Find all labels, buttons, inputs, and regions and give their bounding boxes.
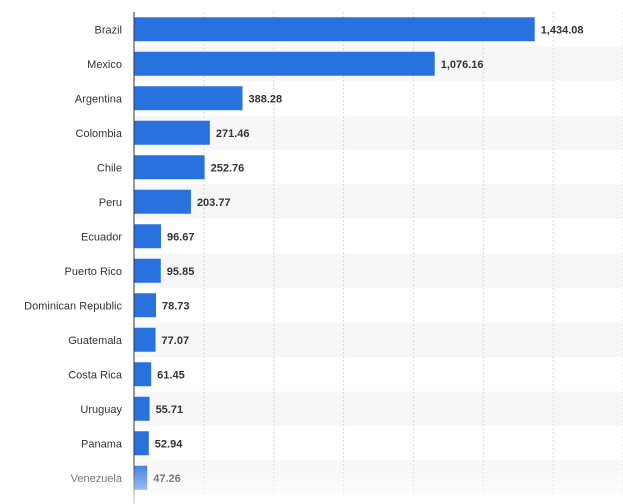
row-bands bbox=[134, 46, 623, 495]
category-labels: Brazil Mexico Argentina Colombia Chile Peru Ec… bbox=[24, 24, 123, 485]
category-label: Uruguay bbox=[80, 404, 122, 416]
category-label: Argentina bbox=[75, 93, 123, 105]
value-label: 47.26 bbox=[153, 473, 181, 485]
bar[interactable] bbox=[134, 17, 535, 42]
category-label: Costa Rica bbox=[68, 369, 123, 381]
category-label: Guatemala bbox=[68, 335, 123, 347]
row-band bbox=[134, 391, 623, 426]
category-label: Venezuela bbox=[71, 473, 123, 485]
bar[interactable] bbox=[134, 293, 156, 318]
row-band bbox=[134, 184, 623, 219]
bar[interactable] bbox=[134, 224, 162, 249]
category-label: Peru bbox=[99, 197, 122, 209]
category-label: Brazil bbox=[94, 24, 122, 36]
category-label: Puerto Rico bbox=[65, 266, 122, 278]
value-label: 1,434.08 bbox=[541, 24, 584, 36]
value-label: 55.71 bbox=[156, 404, 184, 416]
bar[interactable] bbox=[134, 258, 161, 283]
category-label: Chile bbox=[97, 162, 122, 174]
bar[interactable] bbox=[134, 327, 156, 352]
value-label: 252.76 bbox=[211, 162, 245, 174]
bar[interactable] bbox=[134, 362, 152, 387]
value-label: 52.94 bbox=[155, 438, 183, 450]
value-label: 95.85 bbox=[167, 266, 195, 278]
value-label: 61.45 bbox=[157, 369, 185, 381]
value-label: 77.07 bbox=[162, 335, 190, 347]
bar[interactable] bbox=[134, 396, 150, 421]
bar[interactable] bbox=[134, 51, 435, 76]
row-band bbox=[134, 322, 623, 357]
row-band bbox=[134, 460, 623, 495]
category-label: Dominican Republic bbox=[24, 300, 122, 312]
category-label: Ecuador bbox=[81, 231, 122, 243]
value-label: 78.73 bbox=[162, 300, 190, 312]
category-label: Mexico bbox=[87, 59, 122, 71]
category-label: Panama bbox=[81, 438, 123, 450]
value-label: 96.67 bbox=[167, 231, 195, 243]
value-label: 1,076.16 bbox=[441, 59, 484, 71]
category-label: Colombia bbox=[76, 128, 123, 140]
bars bbox=[134, 17, 535, 490]
value-label: 203.77 bbox=[197, 197, 231, 209]
bar[interactable] bbox=[134, 155, 205, 180]
bar[interactable] bbox=[134, 465, 148, 490]
value-label: 388.28 bbox=[248, 93, 282, 105]
bar[interactable] bbox=[134, 189, 191, 214]
row-band bbox=[134, 115, 623, 150]
row-band bbox=[134, 253, 623, 288]
value-label: 271.46 bbox=[216, 128, 250, 140]
bar[interactable] bbox=[134, 86, 243, 111]
bar[interactable] bbox=[134, 120, 210, 145]
bar[interactable] bbox=[134, 431, 149, 456]
